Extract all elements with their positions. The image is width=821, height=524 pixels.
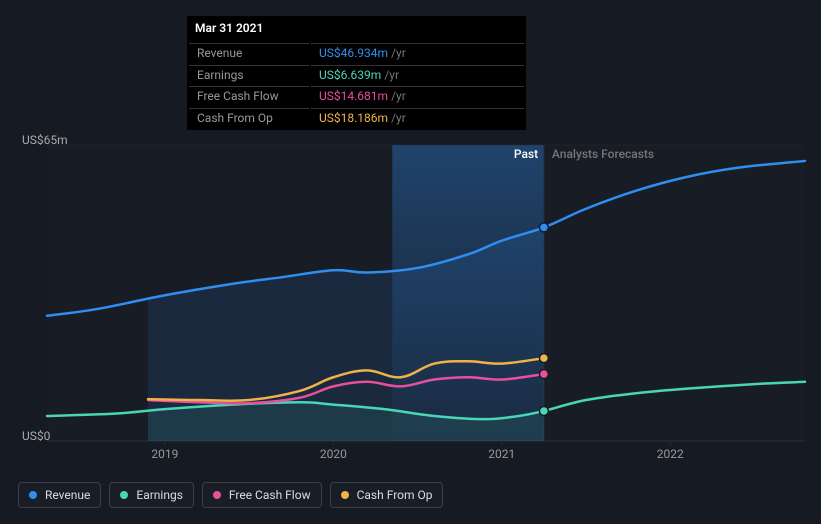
region-label-past: Past [514, 147, 538, 161]
tooltip-date: Mar 31 2021 [187, 16, 526, 41]
tooltip-row: Cash From OpUS$18.186m/yr [189, 108, 524, 128]
tooltip-row: EarningsUS$6.639m/yr [189, 65, 524, 85]
x-axis-label: 2019 [151, 447, 178, 461]
y-axis-label: US$65m [22, 133, 68, 147]
region-label-forecast: Analysts Forecasts [552, 147, 654, 161]
x-axis-label: 2021 [488, 447, 515, 461]
tooltip-row-label: Earnings [189, 65, 309, 85]
legend-item-fcf[interactable]: Free Cash Flow [202, 482, 322, 508]
x-axis-label: 2020 [320, 447, 347, 461]
tooltip-row-value: US$46.934m/yr [311, 43, 524, 63]
chart-tooltip: Mar 31 2021 RevenueUS$46.934m/yrEarnings… [187, 16, 526, 130]
legend-item-label: Earnings [136, 488, 183, 502]
tooltip-table: RevenueUS$46.934m/yrEarningsUS$6.639m/yr… [187, 41, 526, 130]
tooltip-row: Free Cash FlowUS$14.681m/yr [189, 86, 524, 106]
legend-item-cfo[interactable]: Cash From Op [330, 482, 444, 508]
chart-container: Mar 31 2021 RevenueUS$46.934m/yrEarnings… [0, 0, 821, 524]
legend-item-label: Cash From Op [357, 488, 433, 502]
legend-dot-icon [341, 491, 349, 499]
tooltip-row-label: Revenue [189, 43, 309, 63]
tooltip-row-label: Free Cash Flow [189, 86, 309, 106]
tooltip-row-label: Cash From Op [189, 108, 309, 128]
legend-item-revenue[interactable]: Revenue [18, 482, 101, 508]
legend-dot-icon [29, 491, 37, 499]
y-axis-label: US$0 [22, 429, 50, 443]
legend-item-earnings[interactable]: Earnings [109, 482, 194, 508]
legend: Revenue Earnings Free Cash Flow Cash From O… [18, 482, 443, 508]
legend-item-label: Free Cash Flow [229, 488, 311, 502]
tooltip-row: RevenueUS$46.934m/yr [189, 43, 524, 63]
tooltip-row-value: US$6.639m/yr [311, 65, 524, 85]
legend-dot-icon [213, 491, 221, 499]
legend-item-label: Revenue [45, 488, 90, 502]
legend-dot-icon [120, 491, 128, 499]
x-axis-label: 2022 [657, 447, 684, 461]
tooltip-row-value: US$18.186m/yr [311, 108, 524, 128]
tooltip-row-value: US$14.681m/yr [311, 86, 524, 106]
